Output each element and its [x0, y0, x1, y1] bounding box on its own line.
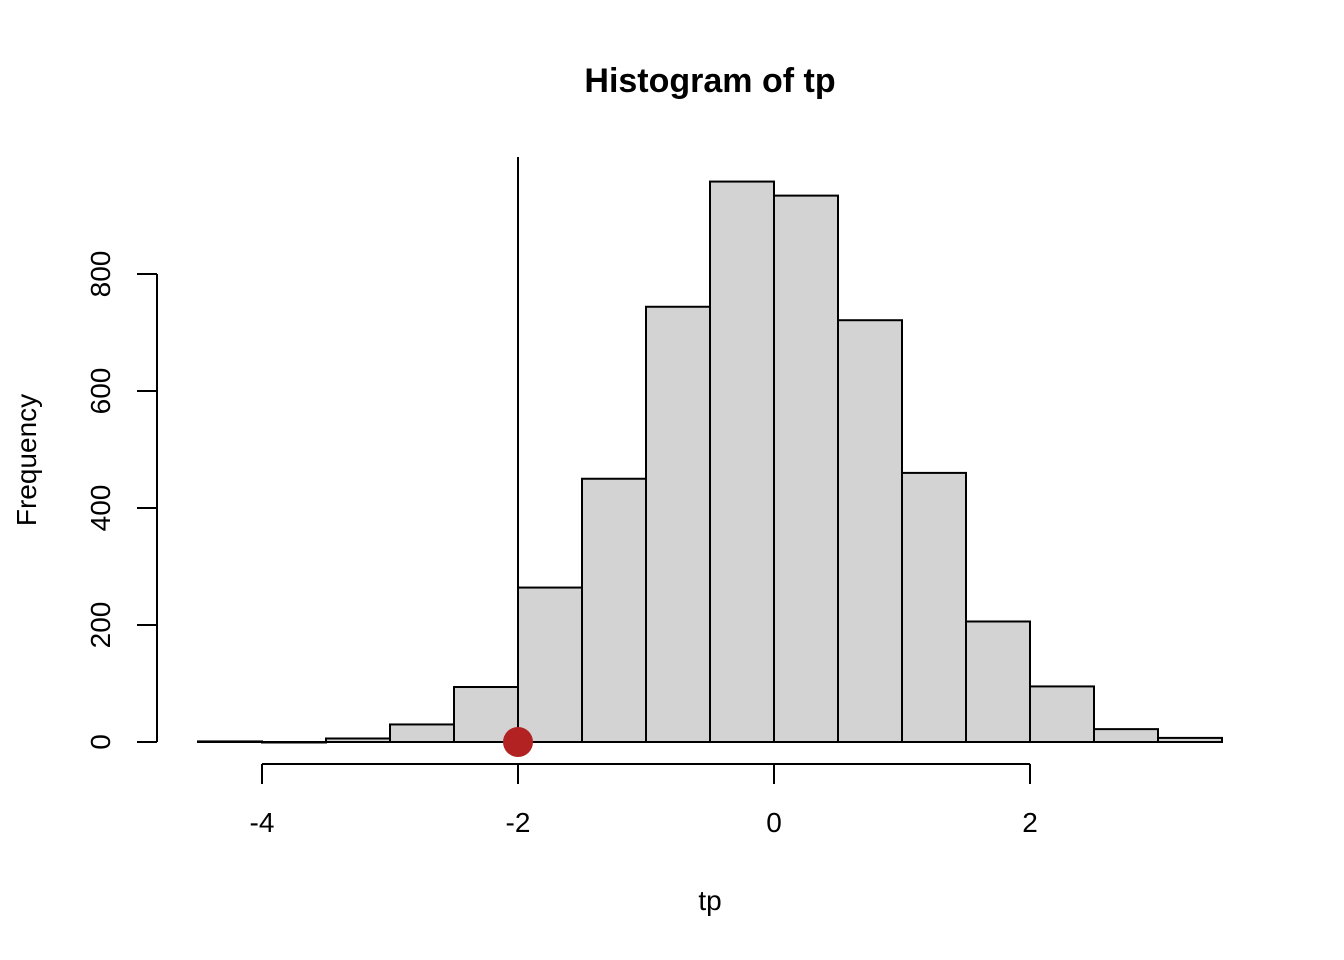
histogram-bar-3	[389, 723, 455, 744]
histogram-bar-9	[773, 194, 839, 744]
bars-group	[197, 180, 1223, 744]
histogram-bar-15	[1157, 736, 1223, 744]
histogram-bar-8	[709, 180, 775, 743]
y-tick-label: 800	[85, 251, 116, 298]
histogram-bar-2	[325, 737, 391, 743]
histogram-bar-5	[517, 586, 583, 743]
chart-title: Histogram of tp	[584, 62, 835, 100]
y-axis: 0 200 400 600 800	[85, 251, 158, 750]
x-tick-label: 2	[1022, 807, 1038, 838]
x-tick-label: -4	[250, 807, 275, 838]
histogram-bar-13	[1029, 685, 1095, 743]
y-tick-label: 600	[85, 368, 116, 415]
histogram-bar-12	[965, 620, 1031, 743]
y-tick-label: 0	[85, 734, 116, 750]
x-tick-label: -2	[506, 807, 531, 838]
histogram-bar-1	[261, 741, 327, 744]
y-axis-label: Frequency	[11, 394, 42, 526]
histogram-bar-0	[197, 740, 263, 743]
histogram-bar-6	[581, 477, 647, 743]
x-axis: -4 -2 0 2	[250, 763, 1038, 838]
histogram-bar-7	[645, 305, 711, 743]
y-tick-label: 400	[85, 485, 116, 532]
observed-value-marker	[503, 727, 533, 757]
histogram-bar-10	[837, 319, 903, 743]
x-axis-label: tp	[698, 885, 721, 916]
histogram-bar-4	[453, 686, 519, 744]
y-tick-label: 200	[85, 602, 116, 649]
histogram-bar-14	[1093, 728, 1159, 744]
x-tick-label: 0	[766, 807, 782, 838]
histogram-bar-11	[901, 471, 967, 743]
